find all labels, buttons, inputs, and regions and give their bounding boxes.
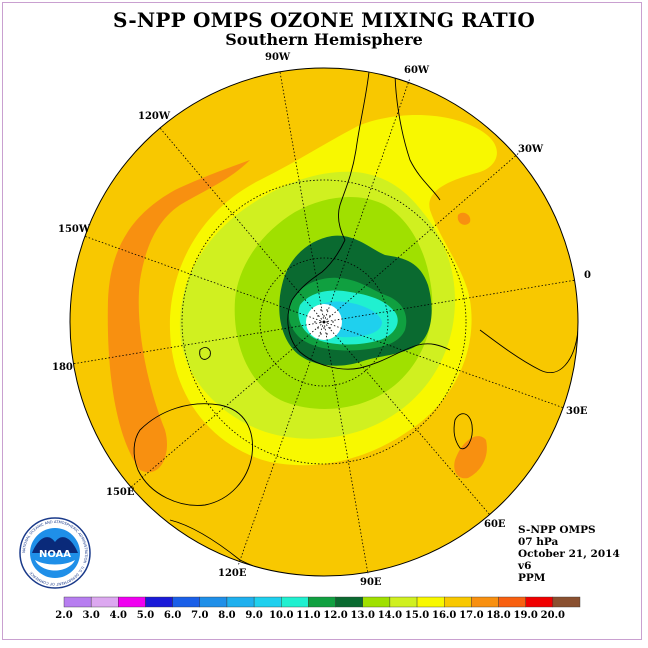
graticule — [69, 67, 579, 577]
info-units: PPM — [518, 572, 546, 584]
meridian-60w — [323, 77, 411, 323]
madagascar — [453, 413, 473, 450]
meridian-90w — [279, 71, 325, 323]
antarctic-peninsula — [291, 239, 346, 301]
info-level: 07 hPa — [518, 536, 559, 548]
figure-title: S-NPP OMPS OZONE MIXING RATIO — [113, 8, 535, 32]
contour-17-ne — [457, 212, 471, 225]
lon-label-120e: 120E — [218, 568, 247, 579]
lon-label-30e: 30E — [566, 406, 588, 417]
meridian-30e — [323, 321, 565, 409]
lon-label-180: 180 — [52, 362, 73, 373]
africa-coast — [479, 329, 578, 373]
meridian-120e — [237, 321, 325, 567]
lon-label-60e: 60E — [484, 519, 506, 530]
meridian-120w — [159, 127, 325, 323]
contour-17-east — [454, 436, 487, 479]
figure-subtitle: Southern Hemisphere — [225, 30, 423, 49]
logo-text: NOAA — [39, 549, 71, 560]
info-block: S-NPP OMPS 07 hPa October 21, 2014 v6 PP… — [518, 524, 620, 584]
info-instrument: S-NPP OMPS — [518, 524, 596, 536]
lon-label-0: 0 — [584, 270, 591, 281]
antarctica-coast — [287, 299, 451, 370]
figure-frame — [2, 2, 642, 640]
info-version: v6 — [518, 560, 532, 572]
australia-coast — [133, 403, 253, 506]
south-america-coast — [337, 68, 371, 241]
meridian-90e — [323, 321, 369, 575]
lon-label-60w: 60W — [404, 65, 430, 76]
meridian-60e — [323, 321, 491, 516]
lon-label-30w: 30W — [518, 144, 544, 155]
ozone-field — [70, 68, 578, 576]
polar-cap-dots — [314, 309, 334, 335]
meridian-150w — [83, 235, 325, 323]
lon-label-90e: 90E — [360, 577, 382, 588]
contour-17-west — [107, 160, 250, 473]
noaa-logo: NOAA NATIONAL OCEANIC AND ATMOSPHERIC AD… — [19, 517, 91, 589]
meridian-180 — [71, 321, 325, 365]
lon-label-90w: 90W — [265, 52, 291, 63]
longitude-labels: 90W 60W 30W 0 30E 60E 90E 120E 150E 180 … — [52, 52, 591, 588]
lon-label-150w: 150W — [58, 224, 91, 235]
map-boundary — [69, 67, 579, 577]
lon-label-150e: 150E — [106, 487, 135, 498]
lon-label-120w: 120W — [138, 111, 171, 122]
meridian-0 — [323, 279, 577, 323]
new-zealand — [199, 347, 211, 360]
latitude-circle-75s — [259, 257, 389, 387]
latitude-circle-60s — [181, 179, 467, 465]
meridian-30w — [323, 151, 521, 323]
meridian-150e — [129, 321, 325, 489]
south-america-east — [394, 69, 441, 201]
info-date: October 21, 2014 — [518, 548, 620, 560]
